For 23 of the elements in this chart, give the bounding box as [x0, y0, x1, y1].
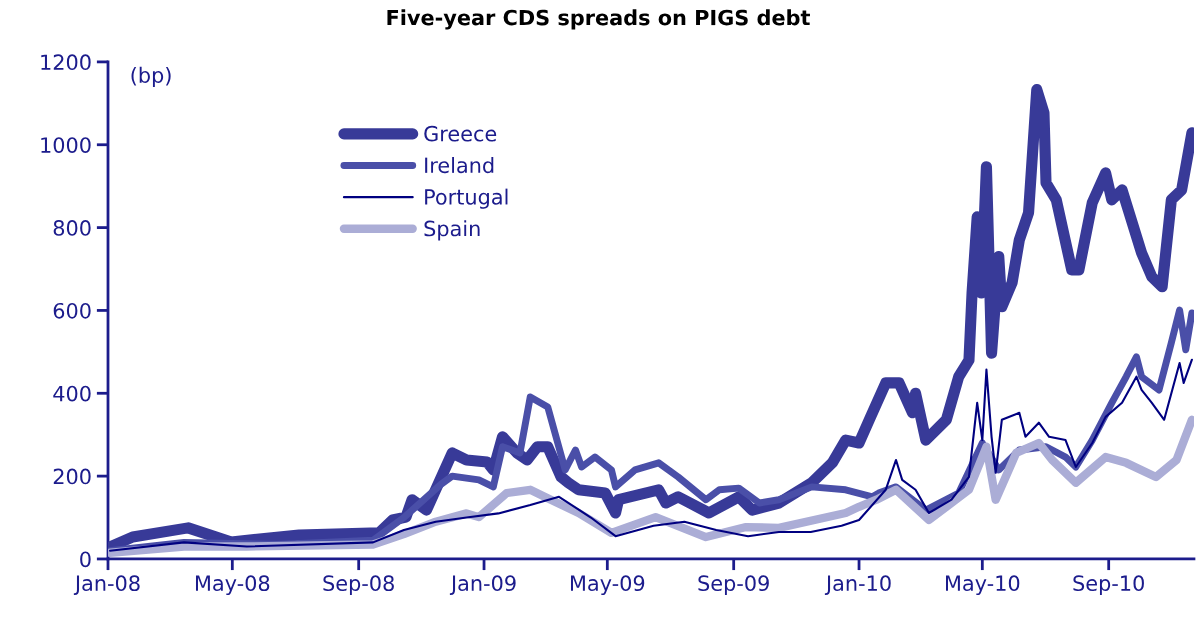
x-tick-label: Jan-08: [73, 575, 140, 595]
y-tick-label: 800: [53, 220, 91, 236]
x-tick-label: Jan-10: [824, 575, 891, 595]
y-tick-label: 200: [53, 468, 91, 485]
x-tick-label: Sep-09: [698, 575, 769, 596]
y-axis-title: (bp): [131, 66, 171, 88]
legend-label: Ireland: [425, 157, 494, 174]
chart-title: Five-year CDS spreads on PIGS debt: [387, 9, 810, 30]
x-tick-label: Sep-08: [323, 575, 394, 596]
legend-label: Spain: [424, 220, 480, 241]
x-tick-label: May-10: [946, 575, 1020, 596]
line-series: [109, 358, 1193, 552]
y-tick-label: 1000: [41, 137, 91, 153]
legend-label: Portugal: [425, 188, 508, 209]
y-tick-label: 0: [80, 551, 91, 568]
legend-label: Greece: [424, 125, 497, 142]
x-tick-label: Jan-09: [449, 575, 516, 595]
x-tick-label: May-08: [195, 575, 270, 596]
y-tick-label: 400: [53, 385, 91, 402]
y-tick-label: 1200: [41, 54, 91, 71]
x-tick-label: Sep-10: [1073, 575, 1144, 596]
x-tick-label: May-09: [570, 575, 645, 596]
y-tick-label: 600: [53, 302, 91, 319]
